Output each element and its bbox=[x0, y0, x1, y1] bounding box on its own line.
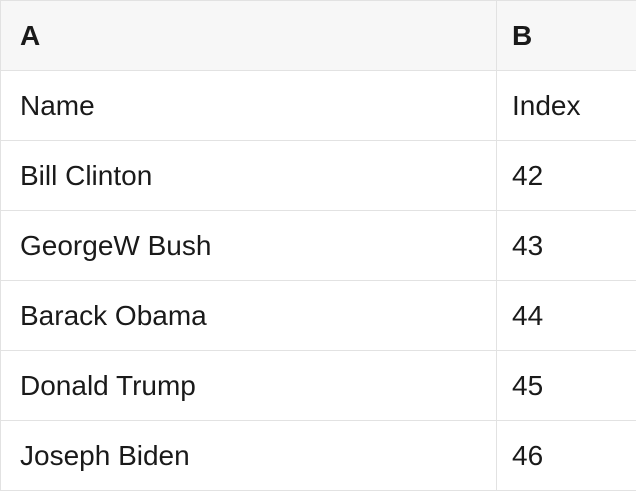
cell-name[interactable]: GeorgeW Bush bbox=[1, 211, 497, 280]
column-header-b-label: B bbox=[512, 19, 533, 51]
cell-index[interactable]: 42 bbox=[497, 141, 636, 210]
table-row: GeorgeW Bush 43 bbox=[1, 211, 636, 281]
table-row: Donald Trump 45 bbox=[1, 351, 636, 421]
cell-name[interactable]: Joseph Biden bbox=[1, 421, 497, 490]
cell-index[interactable]: 44 bbox=[497, 281, 636, 350]
cell-name[interactable]: Donald Trump bbox=[1, 351, 497, 420]
cell-text: 43 bbox=[512, 229, 544, 261]
cell-name[interactable]: Name bbox=[1, 71, 497, 140]
column-header-b[interactable]: B bbox=[497, 1, 636, 70]
cell-name[interactable]: Bill Clinton bbox=[1, 141, 497, 210]
cell-text: Bill Clinton bbox=[20, 159, 153, 191]
cell-index[interactable]: 46 bbox=[497, 421, 636, 490]
cell-text: 45 bbox=[512, 369, 544, 401]
cell-index[interactable]: Index bbox=[497, 71, 636, 140]
cell-text: Barack Obama bbox=[20, 299, 207, 331]
table-row: Barack Obama 44 bbox=[1, 281, 636, 351]
cell-name[interactable]: Barack Obama bbox=[1, 281, 497, 350]
cell-text: Name bbox=[20, 89, 95, 121]
cell-text: Donald Trump bbox=[20, 369, 196, 401]
cell-text: 42 bbox=[512, 159, 544, 191]
table-row: Bill Clinton 42 bbox=[1, 141, 636, 211]
cell-text: 46 bbox=[512, 439, 544, 471]
cell-text: Index bbox=[512, 89, 581, 121]
column-header-row: A B bbox=[1, 1, 636, 71]
column-header-a-label: A bbox=[20, 19, 41, 51]
column-header-a[interactable]: A bbox=[1, 1, 497, 70]
cell-index[interactable]: 45 bbox=[497, 351, 636, 420]
cell-text: Joseph Biden bbox=[20, 439, 190, 471]
cell-index[interactable]: 43 bbox=[497, 211, 636, 280]
cell-text: 44 bbox=[512, 299, 544, 331]
cell-text: GeorgeW Bush bbox=[20, 229, 212, 261]
table-row: Joseph Biden 46 bbox=[1, 421, 636, 491]
table-row: Name Index bbox=[1, 71, 636, 141]
